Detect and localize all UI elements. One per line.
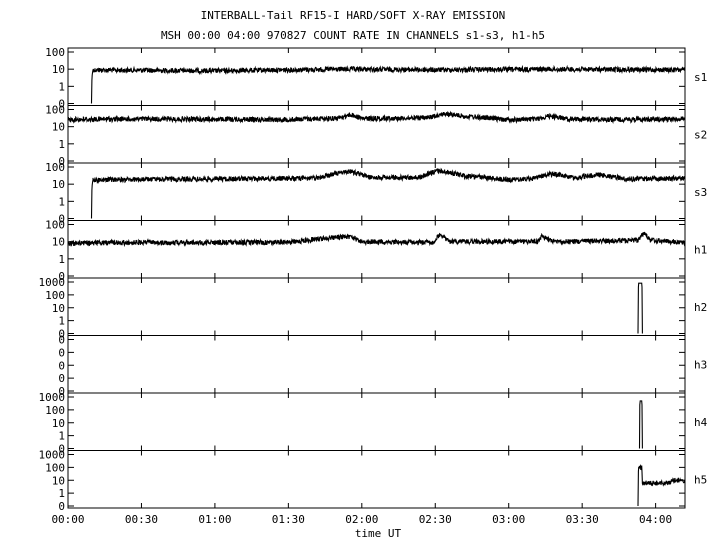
y-tick-label-h4: 1000 (39, 391, 66, 404)
y-tick-label-h1: 1 (58, 253, 65, 266)
y-tick-label-s1: 10 (52, 63, 65, 76)
y-tick-label-s3: 100 (45, 161, 65, 174)
series-line-h4 (638, 400, 643, 449)
y-tick-label-h3: 0 (58, 346, 65, 359)
channel-label-h5: h5 (694, 473, 707, 486)
y-tick-label-h5: 10 (52, 474, 65, 487)
y-tick-label-h4: 10 (52, 417, 65, 430)
channel-label-s3: s3 (694, 186, 707, 199)
series-line-h2 (637, 282, 643, 334)
panel-frame-h5 (67, 450, 686, 509)
y-tick-label-h1: 100 (45, 219, 65, 232)
x-tick-label: 01:00 (198, 513, 231, 526)
y-tick-label-h2: 0 (58, 328, 65, 341)
series-line-h1 (67, 231, 686, 248)
x-tick-label: 04:00 (639, 513, 672, 526)
x-tick-label: 02:00 (345, 513, 378, 526)
y-tick-label-s3: 10 (52, 178, 65, 191)
channel-label-h2: h2 (694, 301, 707, 314)
panel-frame-h1 (67, 220, 686, 279)
x-tick-label: 00:00 (51, 513, 84, 526)
y-tick-label-h2: 10 (52, 302, 65, 315)
series-line-s3 (90, 167, 686, 219)
y-tick-label-s2: 100 (45, 104, 65, 117)
y-tick-label-h4: 100 (45, 404, 65, 417)
y-tick-label-s3: 1 (58, 195, 65, 208)
y-tick-label-s1: 100 (45, 46, 65, 59)
x-tick-label: 02:30 (419, 513, 452, 526)
panel-frame-h3 (67, 335, 686, 394)
panel-frame-s3 (67, 162, 686, 221)
x-tick-label: 03:00 (492, 513, 525, 526)
y-tick-label-h5: 1 (58, 487, 65, 500)
y-tick-label-h3: 0 (58, 359, 65, 372)
series-line-h5 (637, 463, 686, 507)
x-axis-label: time UT (355, 527, 402, 540)
chart-subtitle: MSH 00:00 04:00 970827 COUNT RATE IN CHA… (161, 29, 545, 42)
y-tick-label-h1: 0 (58, 270, 65, 283)
panel-frame-s2 (67, 105, 686, 164)
x-tick-label: 01:30 (272, 513, 305, 526)
y-tick-label-h3: 0 (58, 385, 65, 398)
channel-label-h4: h4 (694, 416, 708, 429)
panel-frame-h4 (67, 392, 686, 451)
series-line-s1 (90, 64, 686, 104)
y-tick-label-h4: 0 (58, 443, 65, 456)
y-tick-label-s2: 1 (58, 138, 65, 151)
y-tick-label-h5: 100 (45, 461, 65, 474)
y-tick-label-s1: 1 (58, 80, 65, 93)
series-line-s2 (67, 110, 686, 125)
panel-frame-s1 (67, 47, 686, 106)
y-tick-label-s2: 10 (52, 121, 65, 134)
y-tick-label-h2: 1000 (39, 276, 66, 289)
chart-title: INTERBALL-Tail RF15-I HARD/SOFT X-RAY EM… (201, 9, 506, 22)
y-tick-label-h4: 1 (58, 430, 65, 443)
y-tick-label-h5: 1000 (39, 449, 66, 462)
y-tick-label-s2: 0 (58, 155, 65, 168)
x-tick-label: 00:30 (125, 513, 158, 526)
y-tick-label-h3: 0 (58, 334, 65, 347)
y-tick-label-h2: 1 (58, 315, 65, 328)
y-tick-label-h1: 10 (52, 236, 65, 249)
y-tick-label-s1: 0 (58, 98, 65, 111)
channel-label-h3: h3 (694, 358, 707, 371)
channel-label-s2: s2 (694, 128, 707, 141)
panel-frame-h2 (67, 277, 686, 336)
channel-label-s1: s1 (694, 71, 707, 84)
y-tick-label-s3: 0 (58, 213, 65, 226)
x-tick-label: 03:30 (566, 513, 599, 526)
channel-label-h1: h1 (694, 243, 707, 256)
y-tick-label-h2: 100 (45, 289, 65, 302)
y-tick-label-h5: 0 (58, 500, 65, 513)
y-tick-label-h3: 0 (58, 372, 65, 385)
